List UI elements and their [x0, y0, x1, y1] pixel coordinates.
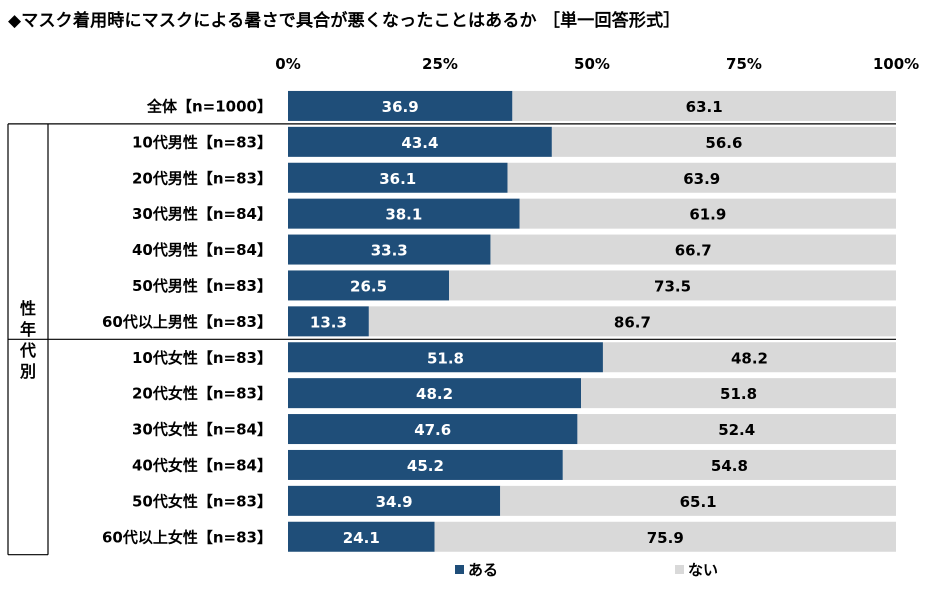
bar-segment-nai — [519, 198, 896, 229]
bar-row: 10代女性【n=83】 51.8 48.2 — [132, 342, 896, 373]
legend: ある ない — [455, 561, 718, 579]
group-label-box: 性年代別 — [7, 123, 49, 556]
data-label: 47.6 — [414, 421, 451, 439]
data-label: 52.4 — [718, 421, 755, 439]
category-label: 50代男性【n=83】 — [132, 277, 272, 295]
legend-swatch — [675, 565, 684, 574]
chart-title: ◆マスク着用時にマスクによる暑さで具合が悪くなったことはあるか ［単一回答形式］ — [8, 11, 681, 31]
bar-segment-nai — [368, 306, 896, 337]
bar-row: 60代以上男性【n=83】 13.3 86.7 — [102, 306, 896, 337]
category-label: 40代男性【n=84】 — [132, 241, 272, 259]
data-label: 63.1 — [686, 98, 723, 116]
category-label: 10代男性【n=83】 — [132, 133, 272, 151]
data-label: 33.3 — [371, 242, 408, 260]
bar-row: 30代男性【n=84】 38.1 61.9 — [132, 198, 896, 229]
data-label: 66.7 — [675, 242, 712, 260]
bar-segment-aru — [288, 162, 508, 193]
bar-segment-aru — [288, 306, 369, 337]
bar-segment-aru — [288, 342, 603, 373]
bar-segment-nai — [562, 449, 896, 480]
bar-row: 20代男性【n=83】 36.1 63.9 — [132, 162, 896, 193]
bar-row: 40代女性【n=84】 45.2 54.8 — [132, 449, 896, 480]
data-label: 24.1 — [343, 529, 380, 547]
bar-row: 30代女性【n=84】 47.6 52.4 — [132, 414, 896, 445]
bar-segment-aru — [288, 198, 520, 229]
data-label: 75.9 — [647, 529, 684, 547]
category-label: 50代女性【n=83】 — [132, 492, 272, 510]
bar-row: 全体【n=1000】 36.9 63.1 — [146, 90, 896, 121]
bar-segment-aru — [288, 90, 513, 121]
bar-segment-aru — [288, 378, 582, 409]
category-label: 40代女性【n=84】 — [132, 456, 272, 474]
category-label: 20代女性【n=83】 — [132, 385, 272, 403]
bar-segment-aru — [288, 270, 450, 301]
legend-swatch — [455, 565, 464, 574]
bar-segment-aru — [288, 414, 578, 445]
bar-segment-aru — [288, 126, 552, 157]
category-label: 20代男性【n=83】 — [132, 169, 272, 187]
bar-segment-nai — [500, 485, 896, 516]
x-tick-label: 50% — [574, 55, 610, 73]
data-label: 65.1 — [680, 493, 717, 511]
data-label: 61.9 — [689, 206, 726, 224]
bar-segment-nai — [490, 234, 896, 265]
data-label: 34.9 — [376, 493, 413, 511]
data-label: 43.4 — [401, 134, 438, 152]
bar-segment-nai — [434, 521, 896, 552]
x-tick-label: 25% — [422, 55, 458, 73]
bar-segment-nai — [507, 162, 896, 193]
bar-segment-nai — [551, 126, 896, 157]
bar-segment-aru — [288, 485, 501, 516]
legend-label: ない — [688, 561, 718, 579]
category-label: 60代以上男性【n=83】 — [102, 313, 272, 331]
data-label: 13.3 — [310, 313, 347, 331]
x-axis-ticks: 0% 25% 50% 75% 100% — [275, 55, 919, 73]
category-label: 全体【n=1000】 — [146, 97, 272, 115]
category-label: 30代男性【n=84】 — [132, 205, 272, 223]
data-label: 63.9 — [683, 170, 720, 188]
data-label: 45.2 — [407, 457, 444, 475]
data-label: 56.6 — [705, 134, 742, 152]
legend-label: ある — [468, 561, 498, 579]
category-label: 10代女性【n=83】 — [132, 349, 272, 367]
bar-segment-nai — [602, 342, 896, 373]
category-label: 60代以上女性【n=83】 — [102, 528, 272, 546]
x-tick-label: 100% — [873, 55, 919, 73]
bar-row: 60代以上女性【n=83】 24.1 75.9 — [102, 521, 896, 552]
bar-segment-aru — [288, 521, 435, 552]
data-label: 48.2 — [731, 349, 768, 367]
bar-row: 50代男性【n=83】 26.5 73.5 — [132, 270, 896, 301]
bar-rows: 全体【n=1000】 36.9 63.1 10代男性【n=83】 43.4 56.6 20代… — [102, 90, 896, 552]
bar-segment-aru — [288, 449, 563, 480]
data-label: 36.9 — [382, 98, 419, 116]
bar-row: 50代女性【n=83】 34.9 65.1 — [132, 485, 896, 516]
data-label: 26.5 — [350, 277, 387, 295]
data-label: 73.5 — [654, 277, 691, 295]
legend-item: ない — [675, 561, 718, 579]
bar-segment-nai — [581, 378, 896, 409]
data-label: 51.8 — [427, 349, 464, 367]
group-label: 性年代別 — [19, 299, 36, 381]
legend-item: ある — [455, 561, 498, 579]
data-label: 51.8 — [720, 385, 757, 403]
x-tick-label: 0% — [275, 55, 300, 73]
bar-row: 10代男性【n=83】 43.4 56.6 — [132, 126, 896, 157]
bar-segment-nai — [449, 270, 896, 301]
category-label: 30代女性【n=84】 — [132, 421, 272, 439]
group-separators — [8, 123, 896, 340]
data-label: 86.7 — [614, 313, 651, 331]
bar-segment-nai — [512, 90, 896, 121]
data-label: 36.1 — [379, 170, 416, 188]
data-label: 48.2 — [416, 385, 453, 403]
data-label: 54.8 — [711, 457, 748, 475]
bar-segment-aru — [288, 234, 491, 265]
bar-row: 40代男性【n=84】 33.3 66.7 — [132, 234, 896, 265]
bar-row: 20代女性【n=83】 48.2 51.8 — [132, 378, 896, 409]
data-label: 38.1 — [385, 206, 422, 224]
bar-segment-nai — [577, 414, 896, 445]
x-tick-label: 75% — [726, 55, 762, 73]
